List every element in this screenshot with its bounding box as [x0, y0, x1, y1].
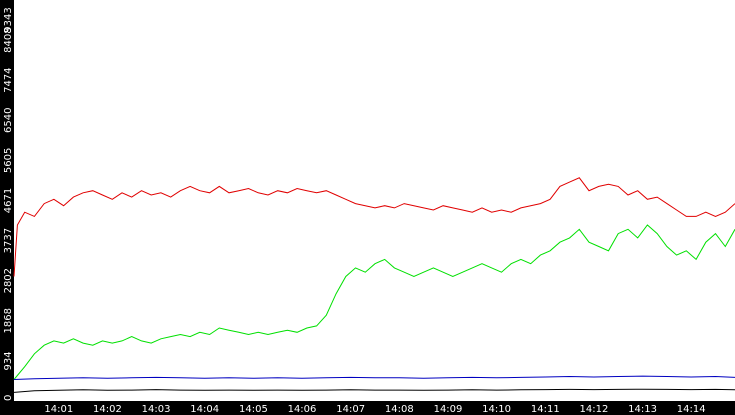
- y-tick-label: 4671: [3, 188, 14, 213]
- x-tick-labels: 14:01 14:02 14:03 14:04 14:05 14:06 14:07 14:08…: [44, 404, 705, 415]
- x-tick-label: 14:01: [44, 404, 73, 415]
- series-line-3: [13, 388, 735, 393]
- x-tick-label: 14:07: [336, 404, 365, 415]
- x-tick-label: 14:09: [434, 404, 463, 415]
- series-line-2: [13, 375, 735, 380]
- x-axis-strip: [0, 401, 735, 415]
- series-line-1: [13, 224, 735, 380]
- y-tick-label: 8408: [3, 27, 14, 52]
- y-axis-strip: [0, 0, 14, 401]
- y-tick-label: 9343: [3, 7, 14, 32]
- x-tick-label: 14:08: [385, 404, 414, 415]
- y-tick-label: 934: [3, 351, 14, 370]
- y-tick-label: 3737: [3, 228, 14, 253]
- y-tick-label: 0: [3, 395, 14, 401]
- x-tick-label: 14:04: [190, 404, 219, 415]
- x-tick-label: 14:14: [677, 404, 706, 415]
- x-tick-label: 14:06: [288, 404, 317, 415]
- series-layer: [13, 177, 735, 393]
- x-tick-label: 14:13: [628, 404, 657, 415]
- x-tick-label: 14:05: [239, 404, 268, 415]
- y-tick-label: 7474: [3, 67, 14, 92]
- x-tick-label: 14:12: [579, 404, 608, 415]
- series-line-0: [13, 177, 735, 277]
- y-tick-label: 1868: [3, 308, 14, 333]
- x-tick-label: 14:02: [93, 404, 122, 415]
- y-tick-label: 6540: [3, 108, 14, 133]
- x-tick-label: 14:10: [482, 404, 511, 415]
- x-tick-label: 14:11: [531, 404, 560, 415]
- y-tick-label: 5605: [3, 148, 14, 173]
- y-tick-label: 2802: [3, 268, 14, 293]
- x-tick-label: 14:03: [142, 404, 171, 415]
